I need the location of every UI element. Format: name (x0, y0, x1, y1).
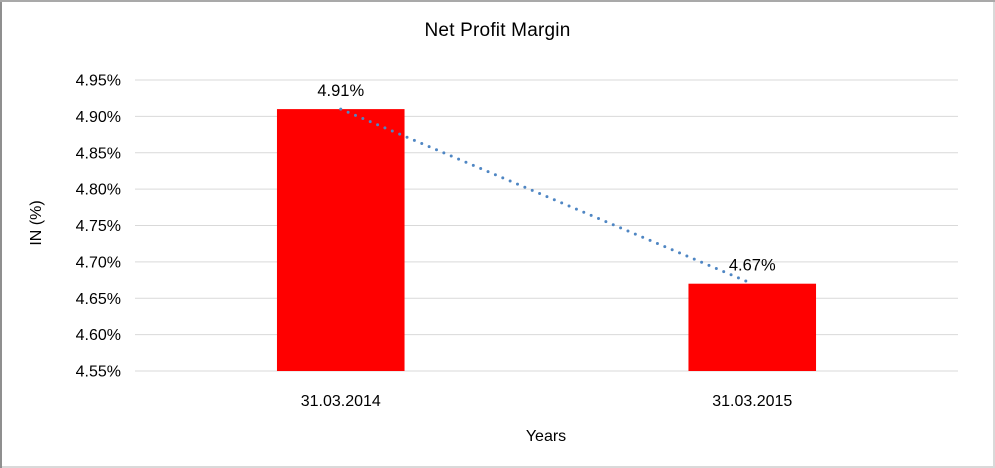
chart-title: Net Profit Margin (424, 20, 571, 41)
bar (276, 109, 405, 371)
y-tick-label: 4.75% (76, 218, 121, 235)
x-tick-label: 31.03.2014 (301, 393, 381, 410)
x-tick-label: 31.03.2015 (712, 393, 792, 410)
y-tick-label: 4.70% (76, 254, 121, 271)
y-tick-label: 4.80% (76, 182, 121, 199)
bar (688, 283, 817, 371)
x-axis-title: Years (525, 428, 567, 445)
y-tick-label: 4.85% (76, 145, 121, 162)
y-tick-label: 4.60% (76, 327, 121, 344)
y-tick-label: 4.55% (76, 364, 121, 381)
data-label: 4.91% (317, 82, 364, 100)
trendline (339, 107, 754, 286)
data-label: 4.67% (729, 257, 776, 275)
y-tick-label: 4.90% (76, 109, 121, 126)
y-tick-label: 4.65% (76, 291, 121, 308)
y-tick-label: 4.95% (76, 73, 121, 90)
